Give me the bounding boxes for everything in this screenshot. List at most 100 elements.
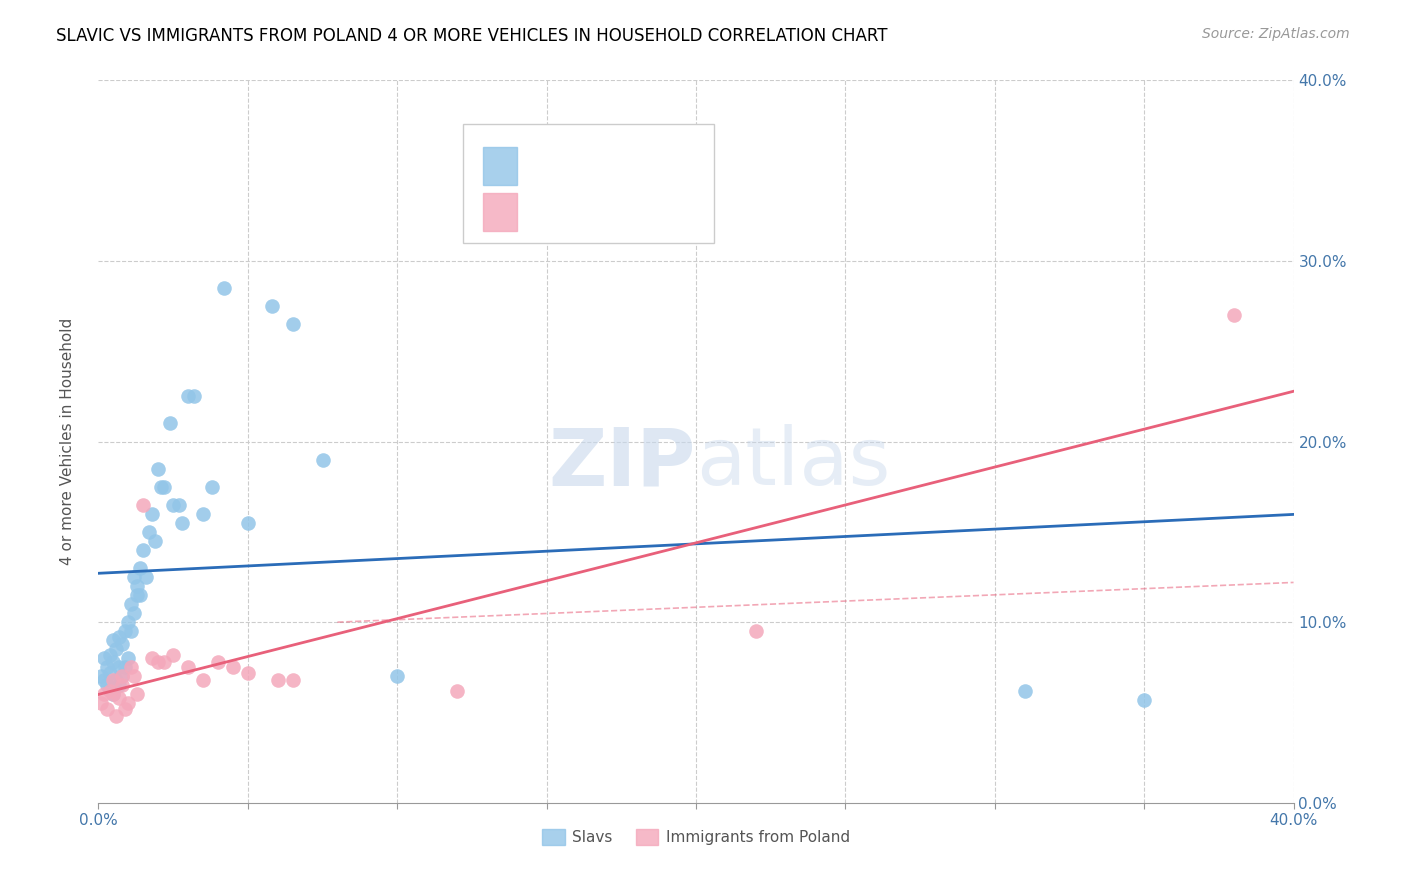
- Point: [103, 687, 125, 701]
- Point: [281, 673, 304, 687]
- Point: [311, 452, 333, 467]
- Point: [236, 665, 259, 680]
- Point: [98, 648, 122, 662]
- Point: [114, 624, 136, 639]
- Point: [177, 389, 200, 403]
- Point: [108, 691, 131, 706]
- Point: [132, 542, 155, 557]
- Point: [1133, 693, 1156, 707]
- Point: [153, 655, 176, 669]
- Point: [475, 136, 498, 151]
- Text: R =: R =: [529, 202, 568, 221]
- Point: [114, 702, 136, 716]
- Point: [96, 702, 118, 716]
- Point: [281, 317, 304, 331]
- FancyBboxPatch shape: [484, 193, 517, 230]
- Point: [162, 498, 184, 512]
- Point: [191, 673, 214, 687]
- Point: [111, 637, 134, 651]
- Point: [108, 678, 131, 692]
- Point: [212, 281, 235, 295]
- Point: [103, 673, 125, 687]
- Point: [93, 651, 115, 665]
- Point: [120, 624, 142, 639]
- Legend: Slavs, Immigrants from Poland: Slavs, Immigrants from Poland: [534, 822, 858, 853]
- Point: [129, 561, 152, 575]
- Point: [162, 648, 184, 662]
- FancyBboxPatch shape: [463, 124, 714, 243]
- Point: [90, 697, 112, 711]
- Point: [143, 533, 166, 548]
- Point: [108, 630, 131, 644]
- Point: [105, 673, 128, 687]
- Point: [120, 597, 142, 611]
- Point: [111, 669, 134, 683]
- Text: SLAVIC VS IMMIGRANTS FROM POLAND 4 OR MORE VEHICLES IN HOUSEHOLD CORRELATION CHA: SLAVIC VS IMMIGRANTS FROM POLAND 4 OR MO…: [56, 27, 887, 45]
- Text: 0.064: 0.064: [579, 157, 636, 175]
- Point: [260, 299, 283, 313]
- Point: [236, 516, 259, 530]
- Text: 54: 54: [690, 157, 716, 175]
- Point: [105, 642, 128, 657]
- Point: [124, 570, 146, 584]
- Point: [385, 669, 409, 683]
- Point: [120, 660, 142, 674]
- Point: [127, 588, 149, 602]
- Point: [1014, 683, 1036, 698]
- Point: [129, 588, 152, 602]
- Point: [172, 516, 194, 530]
- Point: [111, 678, 134, 692]
- Point: [167, 498, 190, 512]
- Point: [127, 687, 149, 701]
- Point: [267, 673, 290, 687]
- Point: [153, 480, 176, 494]
- Point: [96, 678, 118, 692]
- Point: [93, 673, 115, 687]
- Point: [117, 615, 139, 630]
- Point: [90, 669, 112, 683]
- Point: [159, 417, 181, 431]
- Text: N =: N =: [636, 202, 688, 221]
- Text: atlas: atlas: [696, 425, 890, 502]
- Point: [191, 507, 214, 521]
- Point: [96, 660, 118, 674]
- Point: [141, 507, 163, 521]
- Point: [105, 709, 128, 723]
- Point: [207, 655, 229, 669]
- Point: [201, 480, 224, 494]
- Point: [103, 655, 125, 669]
- Point: [103, 687, 125, 701]
- Text: R =: R =: [529, 157, 568, 175]
- Point: [124, 606, 146, 620]
- Point: [141, 651, 163, 665]
- Point: [745, 624, 768, 639]
- Point: [150, 480, 173, 494]
- Point: [138, 524, 160, 539]
- Point: [114, 660, 136, 674]
- Point: [177, 660, 200, 674]
- Text: 30: 30: [690, 202, 716, 221]
- Point: [117, 651, 139, 665]
- Point: [98, 683, 122, 698]
- Point: [132, 498, 155, 512]
- Point: [148, 461, 170, 475]
- Text: N =: N =: [636, 157, 688, 175]
- Point: [93, 687, 115, 701]
- Point: [222, 660, 245, 674]
- FancyBboxPatch shape: [484, 147, 517, 185]
- Text: 0.192: 0.192: [579, 202, 636, 221]
- Point: [111, 669, 134, 683]
- Y-axis label: 4 or more Vehicles in Household: 4 or more Vehicles in Household: [60, 318, 75, 566]
- Text: Source: ZipAtlas.com: Source: ZipAtlas.com: [1202, 27, 1350, 41]
- Point: [135, 570, 157, 584]
- Point: [124, 669, 146, 683]
- Point: [98, 665, 122, 680]
- Point: [127, 579, 149, 593]
- Point: [103, 633, 125, 648]
- Point: [1223, 308, 1246, 322]
- Text: ZIP: ZIP: [548, 425, 696, 502]
- Point: [117, 697, 139, 711]
- Point: [108, 660, 131, 674]
- Point: [148, 655, 170, 669]
- Point: [183, 389, 205, 403]
